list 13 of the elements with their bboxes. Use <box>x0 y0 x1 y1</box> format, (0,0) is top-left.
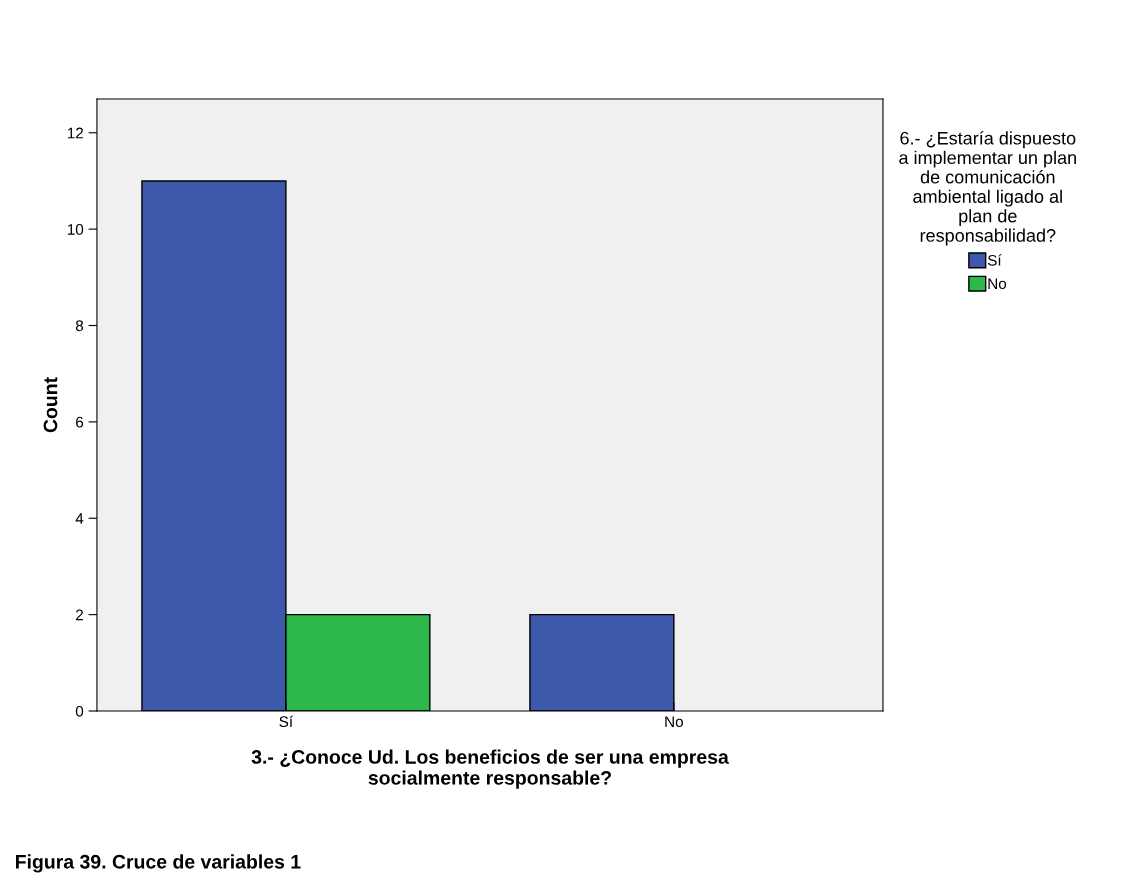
y-tick-label: 12 <box>67 127 83 139</box>
legend-title: 6.- ¿Estaría dispuesto a implementar un plan de comunicación ambiental ligado al plan de responsabilidad? <box>899 131 1076 246</box>
y-tick-label: 10 <box>67 223 84 235</box>
x-axis-title: 3.- ¿Conoce Ud. Los beneficios de ser una empresa socialmente responsable? <box>251 749 729 789</box>
y-tick-label: 0 <box>75 705 84 717</box>
legend-label: No <box>988 278 1007 290</box>
y-tick-label: 6 <box>76 416 84 428</box>
text: Figura 39. Cruce de variables 1 <box>15 854 301 873</box>
y-axis-title: Count <box>43 377 58 433</box>
y-tick-label: 4 <box>75 513 84 524</box>
legend-label: Sí <box>987 254 1002 266</box>
y-tick-label: 2 <box>76 609 83 621</box>
y-tick-label: 8 <box>75 320 84 332</box>
